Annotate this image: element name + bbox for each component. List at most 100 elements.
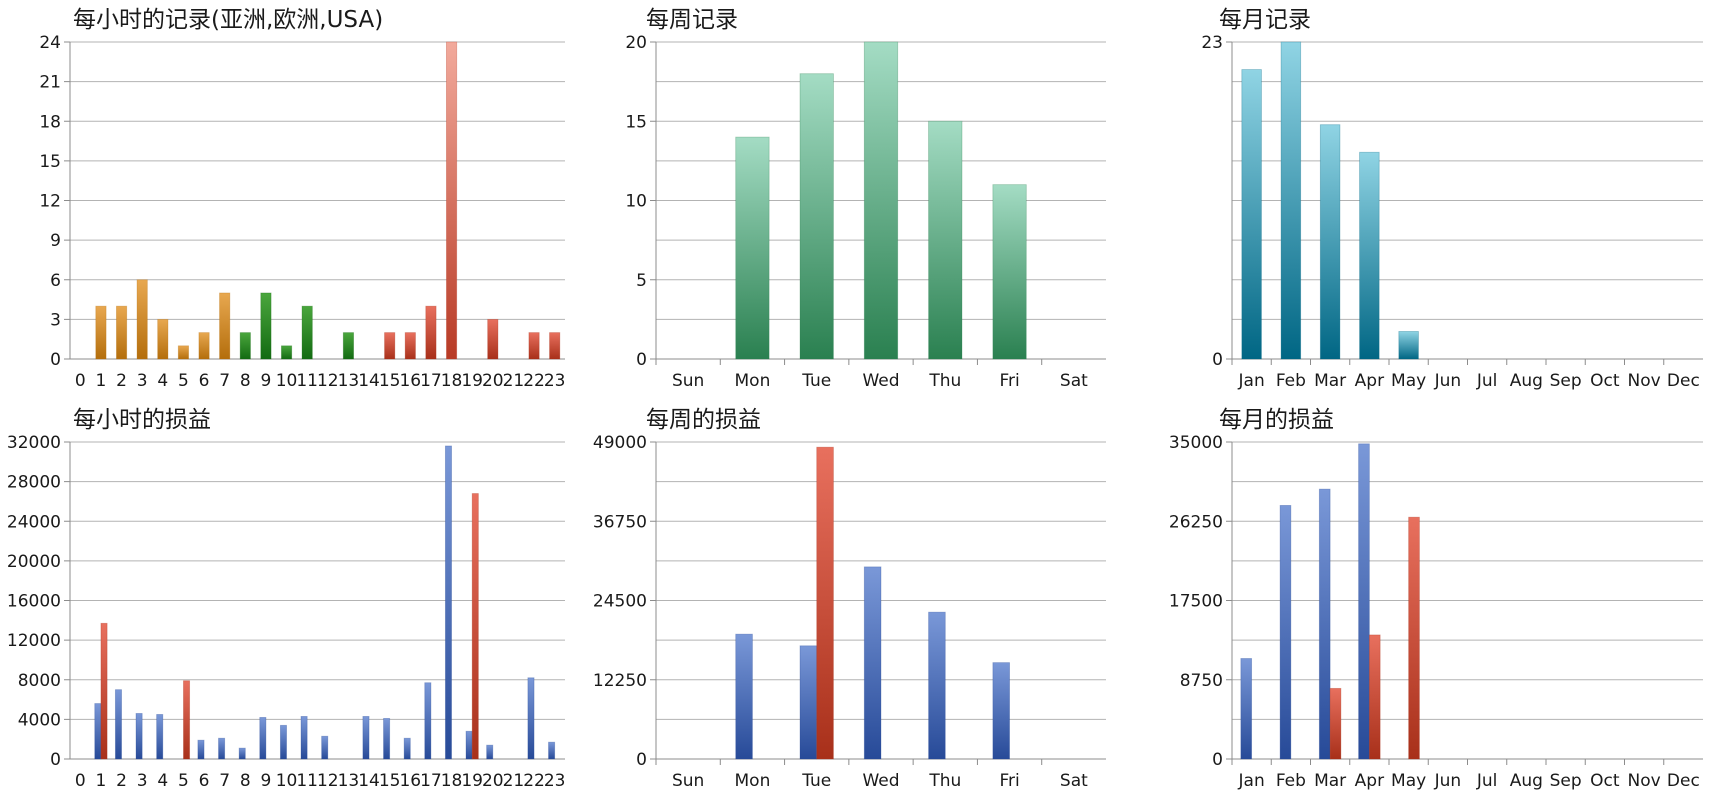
- x-tick-label: 23: [544, 371, 566, 391]
- x-tick-label: 13: [338, 771, 360, 791]
- y-tick-label: 20000: [7, 552, 61, 572]
- y-tick-label: 18: [39, 112, 61, 132]
- bar: [218, 737, 226, 760]
- chart-title: 每月的损益: [1219, 407, 1334, 433]
- y-tick-label: 49000: [593, 433, 647, 453]
- y-tick-label: 0: [1212, 350, 1223, 370]
- y-tick-label: 15: [625, 112, 647, 132]
- x-tick-label: Dec: [1667, 371, 1700, 391]
- y-tick-label: 8000: [18, 671, 61, 691]
- x-tick-label: Sat: [1060, 771, 1088, 791]
- bar: [528, 332, 540, 360]
- x-tick-label: Mon: [735, 371, 771, 391]
- x-tick-label: 18: [441, 771, 463, 791]
- x-tick-label: Tue: [801, 771, 831, 791]
- bar: [1241, 69, 1262, 360]
- x-tick-label: Apr: [1355, 371, 1384, 391]
- x-tick-label: 17: [420, 371, 442, 391]
- x-tick-label: Tue: [801, 371, 831, 391]
- y-tick-label: 26250: [1169, 512, 1223, 532]
- bar: [157, 318, 169, 360]
- bar: [279, 724, 287, 760]
- bar: [1359, 151, 1380, 360]
- x-tick-label: 8: [240, 371, 251, 391]
- x-tick-label: 23: [544, 771, 566, 791]
- bar: [1240, 658, 1253, 760]
- bar: [95, 305, 107, 360]
- y-tick-label: 20: [625, 33, 647, 53]
- chart-title: 每月记录: [1219, 7, 1311, 33]
- x-tick-label: Wed: [862, 371, 899, 391]
- chart-svg-hourly-pnl: 每小时的损益 0 4000 8000 12000 16000 20000 24000 28000…: [7, 407, 566, 791]
- x-tick-label: 3: [137, 371, 148, 391]
- x-tick-label: 1: [96, 771, 107, 791]
- x-tick-label: 19: [461, 771, 483, 791]
- x-tick-label: Fri: [999, 771, 1019, 791]
- bar: [135, 713, 143, 760]
- x-tick-label: Jul: [1476, 771, 1498, 791]
- x-tick-label: 22: [523, 371, 545, 391]
- bar: [863, 41, 899, 360]
- bar: [239, 332, 251, 360]
- bar: [177, 345, 189, 360]
- y-tick-label: 12000: [7, 631, 61, 651]
- y-tick-label: 0: [50, 350, 61, 370]
- bar: [1408, 516, 1420, 760]
- x-tick-label: Feb: [1276, 371, 1306, 391]
- x-tick-label: 21: [503, 371, 525, 391]
- x-tick-label: 4: [157, 371, 168, 391]
- y-tick-label: 24000: [7, 512, 61, 532]
- x-tick-label: 16: [399, 371, 421, 391]
- bar: [816, 446, 834, 760]
- x-tick-label: 6: [199, 371, 210, 391]
- x-tick-label: 15: [379, 771, 401, 791]
- x-tick-label: May: [1391, 371, 1426, 391]
- x-tick-label: Nov: [1628, 771, 1661, 791]
- x-tick-label: 12: [317, 771, 339, 791]
- x-tick-label: 16: [399, 771, 421, 791]
- x-tick-label: Aug: [1510, 771, 1543, 791]
- y-tick-label: 0: [636, 750, 647, 770]
- x-tick-label: 1: [96, 371, 107, 391]
- bar: [403, 737, 411, 760]
- x-tick-label: 18: [441, 371, 463, 391]
- x-tick-label: 20: [482, 771, 504, 791]
- x-tick-label: 12: [317, 371, 339, 391]
- x-tick-label: 10: [276, 371, 298, 391]
- bar: [1279, 505, 1292, 760]
- bar: [1358, 443, 1370, 760]
- chart-svg-weekly-records: 每周记录 0 5 10 15 20 Sun Mon Tue Wed Thu Fri Sat: [625, 7, 1106, 391]
- bar: [156, 714, 164, 760]
- x-tick-label: Oct: [1590, 771, 1620, 791]
- x-tick-label: Nov: [1628, 371, 1661, 391]
- x-tick-label: 0: [75, 771, 86, 791]
- chart-hourly-pnl: 每小时的损益 0 4000 8000 12000 16000 20000 24000 28000…: [0, 400, 573, 800]
- x-tick-label: Oct: [1590, 371, 1620, 391]
- x-tick-label: 3: [137, 771, 148, 791]
- bar: [1318, 488, 1331, 760]
- bar: [444, 445, 452, 760]
- y-tick-label: 23: [1201, 33, 1223, 53]
- y-tick-label: 4000: [18, 710, 61, 730]
- bar: [424, 682, 432, 760]
- x-tick-label: 10: [276, 771, 298, 791]
- bar: [321, 735, 329, 760]
- bar: [197, 739, 205, 760]
- bar: [487, 318, 499, 360]
- x-tick-label: 20: [482, 371, 504, 391]
- y-tick-label: 12: [39, 192, 61, 212]
- x-tick-label: Sun: [672, 771, 704, 791]
- chart-weekly-records: 每周记录 0 5 10 15 20 Sun Mon Tue Wed Thu Fri Sat: [573, 0, 1146, 400]
- x-tick-label: Thu: [928, 771, 961, 791]
- bar: [486, 744, 494, 760]
- bar: [1368, 634, 1381, 760]
- y-tick-label: 36750: [593, 512, 647, 532]
- x-tick-label: May: [1391, 771, 1426, 791]
- chart-monthly-pnl: 每月的损益 0 8750 17500 26250 35000 Jan Feb Mar Apr May…: [1146, 400, 1720, 800]
- chart-svg-monthly-records: 每月记录 0 23 Jan Feb Mar Apr May Jun Jul Aug Sep Oct Nov…: [1201, 7, 1703, 391]
- bar: [465, 730, 473, 760]
- x-tick-label: Mon: [735, 771, 771, 791]
- y-tick-label: 24: [39, 33, 61, 53]
- bar: [1280, 41, 1302, 360]
- x-tick-label: Sep: [1550, 371, 1582, 391]
